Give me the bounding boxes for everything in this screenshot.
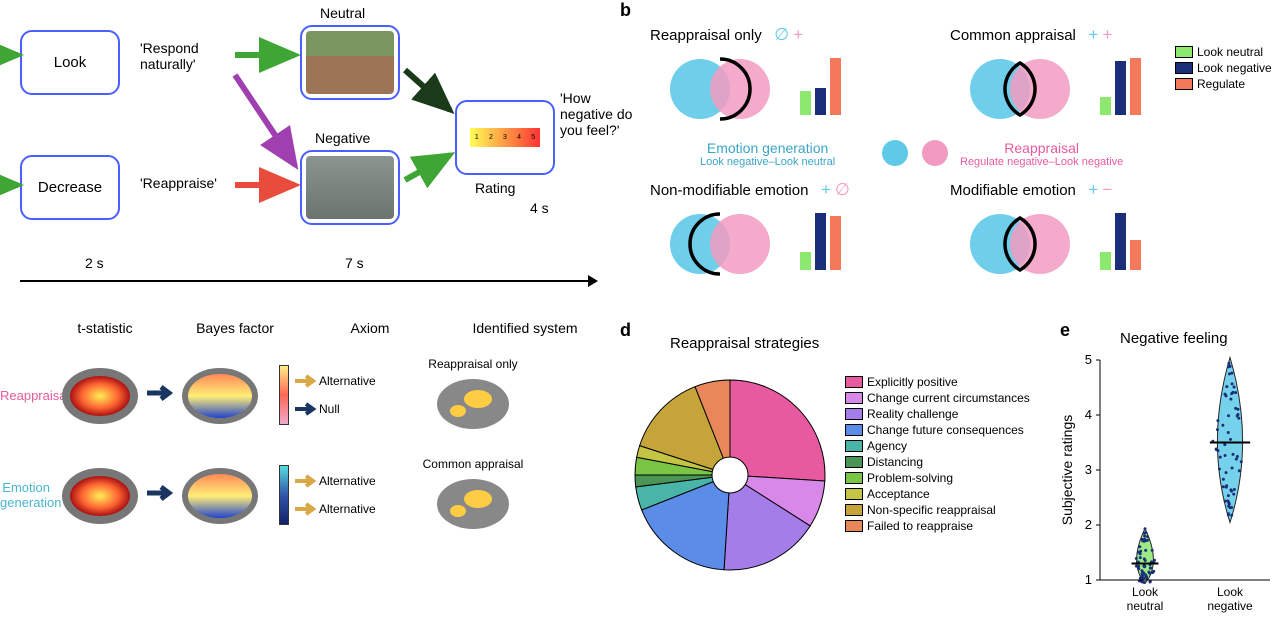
pie-legend-item: Problem-solving (845, 471, 1030, 485)
svg-text:neutral: neutral (1127, 599, 1164, 613)
svg-text:3: 3 (1085, 462, 1092, 477)
panel-c-headers: t-statistic Bayes factor Axiom Identified s… (60, 320, 600, 336)
panel-d-label: d (620, 320, 631, 341)
time-4s: 4 s (530, 200, 549, 216)
pie-legend-item: Change current circumstances (845, 391, 1030, 405)
legend-item: Look negative (1175, 61, 1272, 75)
venn-non_modifiable: Non-modifiable emotion + ∅ (650, 180, 850, 289)
panel-b: b Reappraisal only ∅ + Common appraisal +… (620, 0, 1280, 300)
decrease-box: Decrease (20, 155, 120, 220)
neutral-label: Neutral (320, 5, 365, 21)
rating-label: Rating (475, 180, 515, 196)
col-header: t-statistic (60, 320, 150, 336)
violin-plot: 12345Subjective ratingsLookneutralLookne… (1060, 350, 1280, 630)
svg-text:Look: Look (1217, 585, 1244, 599)
time-7s: 7 s (345, 255, 364, 271)
svg-text:Look: Look (1132, 585, 1159, 599)
venn-modifiable: Modifiable emotion + − (950, 180, 1112, 289)
panel-e-title: Negative feeling (1120, 330, 1228, 347)
col-header: Axiom (320, 320, 420, 336)
cyan-circle-icon (880, 138, 910, 168)
pie-legend-item: Non-specific reappraisal (845, 503, 1030, 517)
svg-text:4: 4 (1085, 407, 1092, 422)
pie-legend-item: Reality challenge (845, 407, 1030, 421)
legend-item: Regulate (1175, 77, 1272, 91)
pie-chart (620, 365, 840, 585)
reappraisal-label-b: Reappraisal Regulate negative–Look negat… (960, 140, 1123, 168)
panel-d: d Reappraisal strategies Explicitly posi… (620, 320, 1040, 640)
svg-text:Subjective ratings: Subjective ratings (1060, 415, 1075, 526)
svg-text:2: 2 (1085, 517, 1092, 532)
panel-c-row: EmotiongenerationAlternative Alternative… (0, 450, 543, 540)
svg-text:5: 5 (1085, 352, 1092, 367)
pie-legend-item: Agency (845, 439, 1030, 453)
panel-d-title: Reappraisal strategies (670, 335, 819, 352)
pie-legend-item: Distancing (845, 455, 1030, 469)
col-header: Identified system (450, 320, 600, 336)
panel-b-legend: Look neutral Look negative Regulate (1175, 45, 1272, 93)
panel-c-row: ReappraisalAlternative NullReappraisal o… (0, 350, 543, 440)
look-box: Look (20, 30, 120, 95)
venn-reappraisal_only: Reappraisal only ∅ + (650, 25, 803, 134)
negative-label: Negative (315, 130, 370, 146)
pie-legend-item: Failed to reappraise (845, 519, 1030, 533)
respond-label: 'Respond naturally' (140, 40, 240, 72)
legend-item: Look neutral (1175, 45, 1272, 59)
reappraise-label: 'Reappraise' (140, 175, 217, 191)
panel-b-label: b (620, 0, 631, 21)
svg-text:1: 1 (1085, 572, 1092, 587)
svg-text:negative: negative (1207, 599, 1253, 613)
negative-stimulus (300, 150, 400, 225)
neutral-stimulus (300, 25, 400, 100)
pink-circle-icon (920, 138, 950, 168)
venn-common_appraisal: Common appraisal + + (950, 25, 1112, 134)
panel-d-legend: Explicitly positive Change current circum… (845, 375, 1030, 535)
time-2s: 2 s (85, 255, 104, 271)
timeline (20, 280, 590, 282)
panel-e-label: e (1060, 320, 1070, 341)
pie-legend-item: Acceptance (845, 487, 1030, 501)
emotion-gen-label: Emotion generation Look negative–Look ne… (700, 140, 835, 168)
panel-c: t-statisticBayes factorAxiomIdentified s… (0, 320, 590, 640)
panel-a: Look Decrease 'Respond naturally' 'Reapp… (0, 0, 590, 300)
rating-box: 12345 (455, 100, 555, 175)
panel-e: e Negative feeling 1 2 3 4 5 Subjective ratin… (1060, 320, 1280, 640)
pie-legend-item: Change future consequences (845, 423, 1030, 437)
pie-legend-item: Explicitly positive (845, 375, 1030, 389)
col-header: Bayes factor (180, 320, 290, 336)
